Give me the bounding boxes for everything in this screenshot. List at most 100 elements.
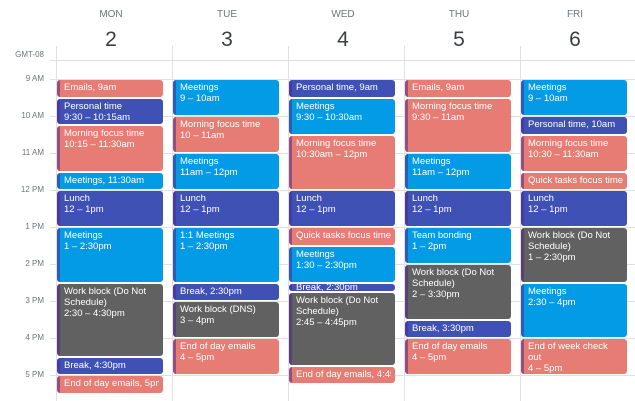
event-title: Meetings [412,156,451,167]
event-time: 9:30 – 11am [412,111,465,123]
event[interactable]: Meetings, 11:30am [57,172,163,189]
event-title: Lunch [412,193,438,204]
event-title: End of day emails [412,341,488,352]
event[interactable]: Work block (DNS) 3 – 4pm [173,302,279,337]
event-title: Meetings [296,248,335,260]
event-title: Lunch [64,193,90,204]
event-time: 11am – 12pm [412,167,470,178]
event-time: 10:15 – 11:30am [64,139,135,151]
hour-line [50,79,635,80]
day-date: 4 [337,28,349,51]
day-date: 6 [569,28,581,51]
event-title: Work block (Do Not Schedule) [64,285,147,308]
event-title: Lunch [528,193,554,204]
event-time: 1:30 – 2:30pm [296,259,357,271]
event[interactable]: Quick tasks focus time, [289,228,395,245]
event[interactable]: Personal time 9:30 – 10:15am [57,98,163,125]
event-title: Work block (Do Not Schedule) [528,230,611,252]
event[interactable]: Meetings 9:30 – 10:30am [289,98,395,134]
event-time: 9:30 – 10:15am [64,111,131,123]
event[interactable]: Break, 2:30pm [173,283,279,300]
event-title: Personal time [64,100,123,112]
column-line [520,46,521,401]
event[interactable]: Morning focus time 9:30 – 11am [405,98,511,152]
event-title: Lunch [296,193,322,204]
event-time: 2 – 3:30pm [412,289,460,300]
event-time: 10 – 11am [180,130,225,141]
event-title: Morning focus time [64,128,145,140]
event-time: 3 – 4pm [180,315,215,326]
event[interactable]: Work block (Do Not Schedule) 2 – 3:30pm [405,265,511,319]
event[interactable]: Lunch 12 – 1pm [405,191,511,226]
event-title: Meetings [64,230,103,241]
column-line [56,46,57,401]
event-title: Emails, 9am [412,82,465,93]
event-title: Meetings [180,82,219,93]
event[interactable]: End of day emails 4 – 5pm [173,339,279,374]
event-title: 1:1 Meetings [180,230,235,241]
event[interactable]: Lunch 12 – 1pm [521,191,627,226]
event[interactable]: Personal time, 10am [521,117,627,134]
event[interactable]: Lunch 12 – 1pm [57,191,163,226]
event-title: Work block (Do Not Schedule) [296,294,379,317]
hour-label: 1 PM [25,222,44,231]
event[interactable]: Morning focus time 10 – 11am [173,117,279,152]
event-title: Lunch [180,193,206,204]
hour-line [50,190,635,191]
event-title: Morning focus time [528,137,609,149]
header-divider [50,60,635,61]
event-title: Personal time, 9am [296,82,378,93]
timezone: GMT-08 [15,50,44,59]
event-time: 10:30am – 12pm [296,148,368,160]
event-title: Morning focus time [412,100,493,112]
event-time: 9 – 10am [528,93,568,104]
event[interactable]: Team bonding 1 – 2pm [405,228,511,263]
event[interactable]: Personal time, 9am [289,80,395,97]
event[interactable]: Lunch 12 – 1pm [289,191,395,226]
event-time: 12 – 1pm [296,204,336,215]
event[interactable]: Meetings 11am – 12pm [405,154,511,189]
day-date: 5 [453,28,465,51]
event[interactable]: Lunch 12 – 1pm [173,191,279,226]
event[interactable]: End of week check out 4 – 5pm [521,339,627,374]
event-time: 12 – 1pm [180,204,220,215]
event[interactable]: Morning focus time 10:30 – 11:30am [521,135,627,171]
event[interactable]: Break, 4:30pm [57,357,163,374]
event[interactable]: Meetings 1:30 – 2:30pm [289,246,395,282]
event[interactable]: Morning focus time 10:15 – 11:30am [57,126,163,171]
hour-label: 4 PM [25,333,44,342]
event-title: Break, 3:30pm [412,322,474,334]
event[interactable]: Morning focus time 10:30am – 12pm [289,135,395,189]
event[interactable]: Work block (Do Not Schedule) 2:45 – 4:45p… [289,292,395,365]
event-title: Morning focus time [180,119,261,130]
event[interactable]: Emails, 9am [57,80,163,97]
event[interactable]: 1:1 Meetings 1 – 2:30pm [173,228,279,282]
day-date: 2 [105,28,117,51]
event-title: End of day emails, 4:45p [296,368,391,380]
event[interactable]: Emails, 9am [405,80,511,97]
event-time: 12 – 1pm [412,204,452,215]
event-time: 12 – 1pm [64,204,104,215]
day-name: WED [331,9,355,20]
event[interactable]: End of day emails, 4:45p [289,366,395,384]
event[interactable]: End of day emails, 5pm [57,376,163,393]
event[interactable]: Meetings 9 – 10am [521,80,627,115]
event-title: Quick tasks focus time, [528,174,623,186]
event-title: Break, 2:30pm [296,283,358,291]
event[interactable]: Break, 2:30pm [289,283,395,291]
event-title: Emails, 9am [64,82,117,93]
event[interactable]: Meetings 1 – 2:30pm [57,228,163,282]
event-time: 9 – 10am [180,93,220,104]
event[interactable]: Meetings 9 – 10am [173,80,279,115]
event-title: End of day emails, 5pm [64,378,159,389]
event[interactable]: Quick tasks focus time, [521,172,627,189]
event[interactable]: End of day emails 4 – 5pm [405,339,511,374]
event-time: 4 – 5pm [180,352,215,363]
event[interactable]: Meetings 2:30 – 4pm [521,283,627,337]
event[interactable]: Break, 3:30pm [405,320,511,337]
event-title: Morning focus time [296,137,377,149]
event[interactable]: Work block (Do Not Schedule) 2:30 – 4:30p… [57,283,163,356]
hour-label: 12 PM [20,185,44,194]
event[interactable]: Meetings 11am – 12pm [173,154,279,189]
event[interactable]: Work block (Do Not Schedule) 1 – 2:30pm [521,228,627,282]
